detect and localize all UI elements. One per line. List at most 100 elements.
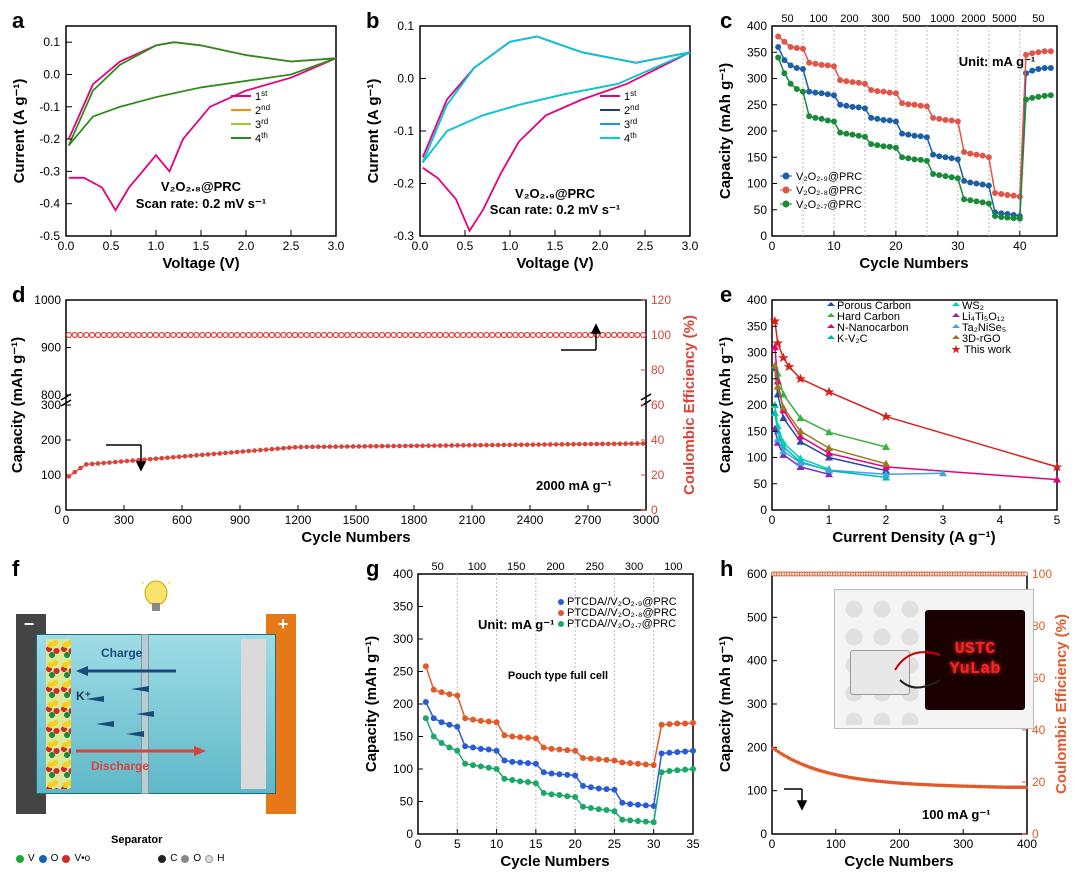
svg-text:2.5: 2.5 (637, 239, 654, 253)
svg-text:This work: This work (964, 344, 1012, 356)
svg-text:Cycle Numbers: Cycle Numbers (859, 255, 968, 272)
svg-text:0: 0 (63, 513, 70, 527)
svg-text:-0.1: -0.1 (393, 124, 414, 138)
svg-text:0.0: 0.0 (43, 67, 60, 81)
panel-label-f: f (12, 556, 19, 582)
svg-text:1: 1 (826, 513, 833, 527)
svg-text:200: 200 (747, 124, 767, 138)
svg-text:15: 15 (529, 837, 543, 851)
svg-text:1200: 1200 (285, 513, 312, 527)
svg-text:3.0: 3.0 (328, 239, 345, 253)
panel-label-d: d (12, 282, 25, 308)
svg-text:35: 35 (686, 837, 700, 851)
svg-text:0.1: 0.1 (397, 19, 414, 33)
cathode-label: PTCDA (258, 824, 296, 836)
svg-text:2.0: 2.0 (238, 239, 255, 253)
svg-text:2400: 2400 (517, 513, 544, 527)
svg-text:0.0: 0.0 (58, 239, 75, 253)
charge-label: Charge (101, 646, 142, 660)
svg-text:40: 40 (651, 433, 665, 447)
svg-text:Cycle Numbers: Cycle Numbers (500, 853, 609, 870)
svg-text:500: 500 (747, 610, 767, 624)
svg-text:0.1: 0.1 (43, 35, 60, 49)
svg-text:150: 150 (507, 561, 525, 573)
rate-chart-c: 5010020030050010002000500050 Unit: mA g⁻… (714, 6, 1074, 276)
svg-text:Cycle Numbers: Cycle Numbers (301, 529, 410, 546)
wires-icon (890, 640, 950, 700)
svg-text:Unit: mA g⁻¹: Unit: mA g⁻¹ (478, 617, 554, 632)
svg-text:50: 50 (754, 477, 768, 491)
svg-text:Pouch type full cell: Pouch type full cell (508, 670, 608, 682)
svg-text:Capacity (mAh g⁻¹): Capacity (mAh g⁻¹) (717, 63, 734, 199)
svg-text:Voltage (V): Voltage (V) (516, 255, 593, 272)
panel-d: d 03006009001200150018002100240027003000… (6, 280, 710, 550)
svg-text:400: 400 (747, 654, 767, 668)
svg-text:0.0: 0.0 (397, 72, 414, 86)
svg-text:300: 300 (393, 632, 413, 646)
svg-text:5000: 5000 (992, 13, 1016, 25)
svg-text:50: 50 (781, 13, 793, 25)
svg-text:120: 120 (651, 293, 671, 307)
svg-text:20: 20 (568, 837, 582, 851)
svg-text:0: 0 (406, 827, 413, 841)
figure-grid: a 0.00.51.01.52.02.53.0 -0.5-0.4-0.3-0.2… (0, 0, 1080, 890)
svg-text:1000: 1000 (34, 293, 61, 307)
svg-text:Capacity (mAh g⁻¹): Capacity (mAh g⁻¹) (9, 337, 26, 473)
svg-text:3.0: 3.0 (682, 239, 699, 253)
led-text-2: YuLab (949, 660, 1000, 680)
svg-text:100: 100 (826, 837, 846, 851)
svg-text:900: 900 (41, 341, 61, 355)
svg-text:2.0: 2.0 (592, 239, 609, 253)
panel-g: g 50100150200250300100 Unit: mA g⁻¹ Pouc… (360, 554, 710, 884)
svg-text:0: 0 (651, 503, 658, 517)
svg-text:150: 150 (747, 424, 767, 438)
charge-arrow (76, 664, 176, 678)
ion-drift-icons (76, 679, 196, 749)
svg-text:Scan rate: 0.2 mV s⁻¹: Scan rate: 0.2 mV s⁻¹ (490, 202, 620, 217)
svg-text:0: 0 (769, 513, 776, 527)
svg-text:Coulombic Efficiency (%): Coulombic Efficiency (%) (681, 315, 698, 495)
svg-text:100: 100 (664, 561, 682, 573)
svg-text:2000: 2000 (961, 13, 985, 25)
svg-text:-0.3: -0.3 (39, 164, 60, 178)
svg-text:250: 250 (747, 372, 767, 386)
panel-label-b: b (366, 8, 379, 34)
svg-text:200: 200 (747, 740, 767, 754)
positive-terminal: + (273, 614, 293, 634)
svg-text:2: 2 (883, 513, 890, 527)
anode-label: V₂O₃₋ₓ@PRC (18, 823, 88, 836)
panel-label-g: g (366, 556, 379, 582)
svg-text:200: 200 (747, 398, 767, 412)
svg-text:3: 3 (940, 513, 947, 527)
svg-text:60: 60 (651, 398, 665, 412)
svg-text:V₂O₂.₈@PRC: V₂O₂.₈@PRC (161, 179, 242, 194)
svg-text:80: 80 (1032, 619, 1046, 633)
svg-text:40: 40 (1032, 723, 1046, 737)
svg-text:Coulombic Efficiency (%): Coulombic Efficiency (%) (1053, 614, 1070, 794)
svg-text:60: 60 (1032, 671, 1046, 685)
panel-label-a: a (12, 8, 24, 34)
svg-text:80: 80 (651, 363, 665, 377)
cv-chart-a: 0.00.51.01.52.02.53.0 -0.5-0.4-0.3-0.2-0… (6, 6, 356, 276)
svg-text:2000 mA g⁻¹: 2000 mA g⁻¹ (536, 478, 612, 493)
svg-text:100 mA g⁻¹: 100 mA g⁻¹ (922, 807, 991, 822)
svg-text:50: 50 (1032, 13, 1044, 25)
svg-text:5: 5 (1054, 513, 1061, 527)
svg-text:350: 350 (393, 600, 413, 614)
svg-text:-0.5: -0.5 (39, 229, 60, 243)
svg-text:Cycle Numbers: Cycle Numbers (844, 853, 953, 870)
svg-text:150: 150 (393, 730, 413, 744)
svg-text:0.0: 0.0 (412, 239, 429, 253)
panel-label-c: c (720, 8, 732, 34)
svg-text:100: 100 (1032, 567, 1052, 581)
svg-text:400: 400 (747, 293, 767, 307)
inset-photo: USTC YuLab (834, 589, 1034, 729)
svg-text:25: 25 (608, 837, 622, 851)
svg-text:100: 100 (468, 561, 486, 573)
svg-text:-0.3: -0.3 (393, 229, 414, 243)
svg-text:-0.2: -0.2 (39, 132, 60, 146)
svg-text:2100: 2100 (459, 513, 486, 527)
separator-label: Separator (111, 834, 162, 846)
led-text-1: USTC (955, 640, 996, 660)
svg-text:40: 40 (1013, 239, 1027, 253)
